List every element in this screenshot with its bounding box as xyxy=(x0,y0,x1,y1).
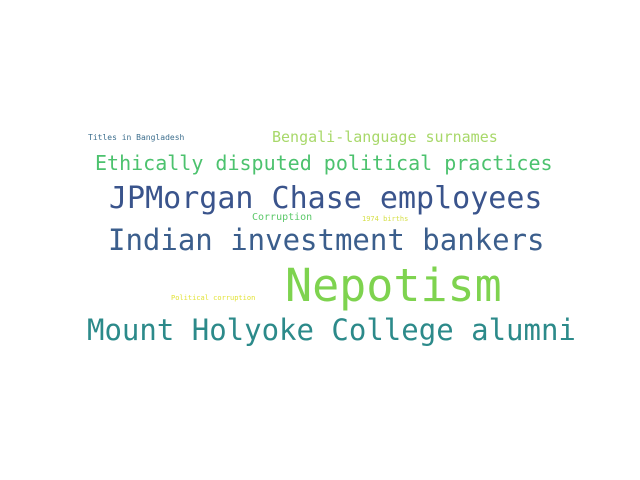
word-mount-holyoke-college-alumni: Mount Holyoke College alumni xyxy=(87,313,576,347)
word-1974-births: 1974 births xyxy=(362,215,409,223)
word-ethically-disputed-political-practices: Ethically disputed political practices xyxy=(95,151,553,175)
word-titles-in-bangladesh: Titles in Bangladesh xyxy=(88,133,185,142)
word-jpmorgan-chase-employees: JPMorgan Chase employees xyxy=(109,181,543,216)
word-indian-investment-bankers: Indian investment bankers xyxy=(108,223,545,257)
word-nepotism: Nepotism xyxy=(285,259,502,312)
word-bengali-language-surnames: Bengali-language surnames xyxy=(272,128,498,146)
word-political-corruption: Political corruption xyxy=(171,294,256,302)
word-corruption: Corruption xyxy=(252,212,313,223)
